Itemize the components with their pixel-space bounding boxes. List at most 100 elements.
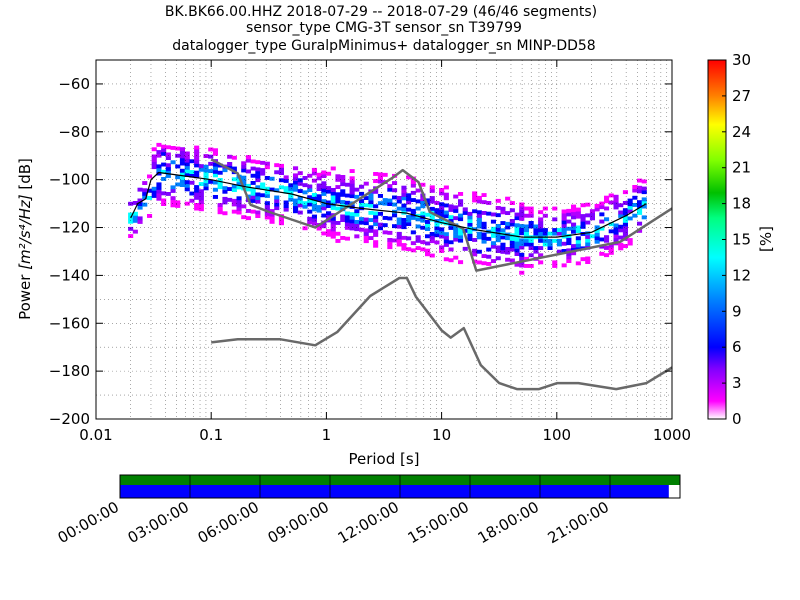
heatmap-cell: [415, 206, 421, 211]
heatmap-cell: [476, 224, 482, 229]
heatmap-cell: [415, 224, 421, 229]
heatmap-cell: [142, 191, 148, 196]
heatmap-cell: [321, 181, 327, 186]
heatmap-cell: [533, 249, 539, 254]
heatmap-cell: [151, 147, 157, 152]
heatmap-cell: [575, 229, 581, 233]
heatmap-cell: [354, 209, 360, 214]
heatmap-cell: [410, 190, 416, 195]
heatmap-cell: [599, 219, 605, 224]
heatmap-cell: [156, 150, 162, 154]
heatmap-cell: [462, 228, 468, 233]
heatmap-cell: [533, 246, 539, 250]
heatmap-cell: [311, 167, 317, 172]
colorbar-tick-label: 27: [732, 87, 751, 105]
colorbar-tick-label: 12: [732, 266, 751, 284]
heatmap-cell: [604, 199, 610, 204]
heatmap-cell: [467, 215, 473, 220]
heatmap-cell: [458, 192, 464, 196]
heatmap-cell: [519, 216, 525, 221]
heatmap-cell: [250, 191, 256, 196]
heatmap-cell: [179, 161, 185, 166]
heatmap-cell: [443, 210, 449, 215]
heatmap-cell: [486, 254, 492, 259]
heatmap-cell: [632, 188, 638, 193]
heatmap-cell: [443, 185, 449, 190]
heatmap-cell: [189, 173, 195, 178]
x-tick-label: 0.1: [199, 426, 223, 444]
colorbar-tick-label: 30: [732, 51, 751, 69]
heatmap-cell: [519, 242, 525, 246]
chart-title-line-3: datalogger_type GuralpMinimus+ datalogge…: [172, 38, 595, 54]
heatmap-cell: [245, 209, 251, 213]
heatmap-cell: [571, 222, 577, 227]
heatmap-cell: [288, 183, 294, 188]
heatmap-cell: [566, 248, 572, 253]
heatmap-cell: [523, 224, 529, 229]
heatmap-cell: [203, 175, 209, 180]
heatmap-cell: [307, 195, 313, 200]
heatmap-cell: [500, 228, 506, 233]
heatmap-cell: [175, 204, 181, 208]
heatmap-cell: [377, 201, 383, 206]
heatmap-cell: [571, 244, 577, 248]
heatmap-cell: [269, 216, 275, 221]
heatmap-cell: [552, 228, 558, 232]
heatmap-cell: [618, 214, 624, 218]
heatmap-cell: [401, 221, 407, 226]
heatmap-cell: [571, 251, 577, 256]
heatmap-cell: [627, 205, 633, 210]
heatmap-cell: [420, 247, 426, 252]
heatmap-cell: [523, 228, 529, 232]
heatmap-cell: [519, 263, 525, 268]
heatmap-cell: [326, 214, 332, 219]
heatmap-cell: [589, 234, 595, 239]
x-axis-ticks: 0.01 0.1 1 10 100 1000: [79, 60, 691, 444]
heatmap-cell: [349, 223, 355, 227]
heatmap-cell: [401, 225, 407, 230]
heatmap-cell: [439, 205, 445, 210]
heatmap-cell: [307, 202, 313, 207]
heatmap-cell: [439, 245, 445, 250]
heatmap-cell: [429, 199, 435, 204]
heatmap-cell: [401, 235, 407, 240]
heatmap-cell: [476, 231, 482, 236]
heatmap-cell: [179, 150, 185, 155]
heatmap-cell: [608, 200, 614, 205]
colorbar-tick-label: 9: [732, 302, 742, 320]
heatmap-cell: [618, 242, 624, 247]
heatmap-cell: [637, 221, 643, 226]
heatmap-cell: [476, 199, 482, 204]
heatmap-cell: [618, 228, 624, 233]
heatmap-cell: [316, 226, 322, 231]
heatmap-cell: [443, 235, 449, 240]
heatmap-cell: [604, 217, 610, 222]
heatmap-cell: [392, 195, 398, 200]
heatmap-cell: [566, 226, 572, 231]
heatmap-cell: [453, 205, 459, 210]
heatmap-cell: [538, 238, 544, 243]
heatmap-cell: [132, 229, 138, 234]
heatmap-cell: [236, 199, 242, 204]
heatmap-cell: [212, 166, 218, 171]
heatmap-cell: [132, 201, 138, 205]
heatmap-cell: [217, 163, 223, 168]
heatmap-cell: [354, 220, 360, 224]
heatmap-cell: [420, 204, 426, 209]
heatmap-cell: [533, 231, 539, 236]
heatmap-cell: [505, 247, 511, 251]
heatmap-cell: [415, 217, 421, 222]
heatmap-cell: [429, 235, 435, 240]
heatmap-cell: [523, 256, 529, 261]
heatmap-cell: [420, 225, 426, 230]
heatmap-cell: [561, 263, 567, 268]
heatmap-cell: [368, 210, 374, 215]
heatmap-cell: [316, 183, 322, 188]
heatmap-cell: [227, 187, 233, 191]
heatmap-cell: [632, 185, 638, 189]
heatmap-cell: [321, 184, 327, 189]
heatmap-cell: [523, 213, 529, 218]
heatmap-cell: [580, 217, 586, 222]
heatmap-cell: [198, 196, 204, 201]
x-tick-label: 10: [432, 426, 451, 444]
